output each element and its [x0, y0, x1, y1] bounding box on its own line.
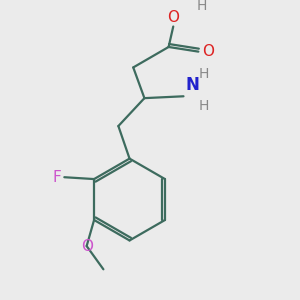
Text: O: O [81, 238, 93, 253]
Text: F: F [53, 170, 62, 185]
Text: H: H [198, 68, 209, 81]
Text: H: H [198, 99, 209, 113]
Text: O: O [167, 10, 179, 25]
Text: H: H [196, 0, 207, 13]
Text: O: O [202, 44, 214, 59]
Text: N: N [185, 76, 199, 94]
